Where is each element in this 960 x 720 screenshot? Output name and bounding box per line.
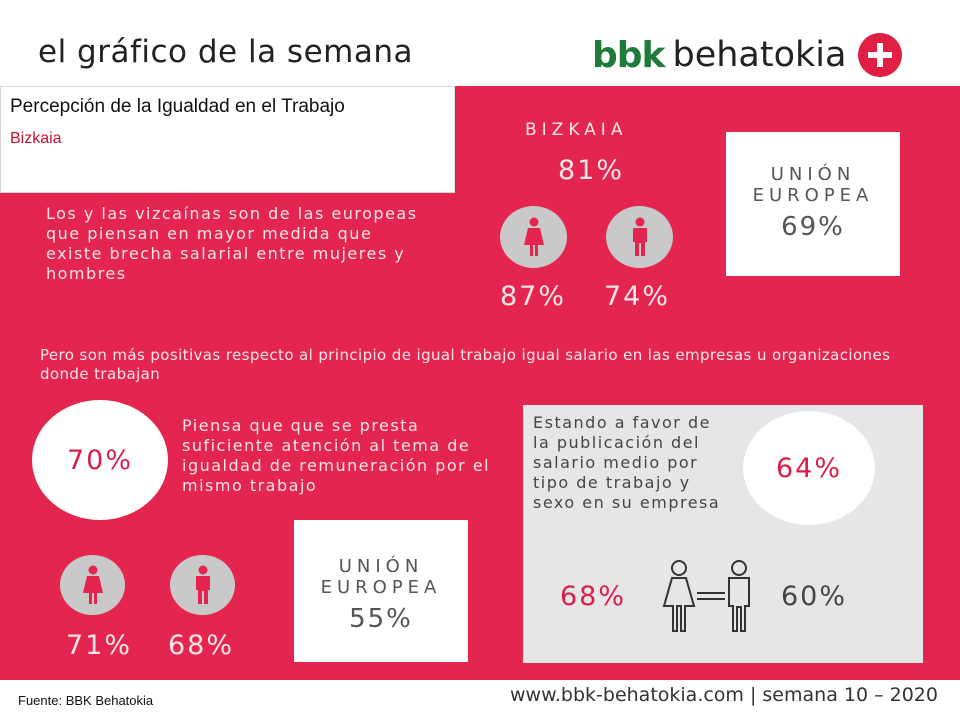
title-box: [0, 86, 455, 193]
publication-women-value: 68%: [560, 581, 627, 612]
bbk-behatokia-logo: bbk behatokia: [592, 30, 903, 80]
footer-source: Fuente: BBK Behatokia: [18, 693, 154, 708]
publication-box: Estando a favor de la publicación del sa…: [523, 405, 923, 663]
bizkaia-value: 81%: [558, 155, 625, 186]
publication-statement: Estando a favor de la publicación del sa…: [533, 413, 721, 512]
man-badge-2: [170, 555, 235, 615]
eu-value-2: 55%: [349, 604, 413, 634]
eu-label-line2: EUROPEA: [752, 185, 874, 206]
infographic-title: Percepción de la Igualdad en el Trabajo: [10, 96, 345, 117]
woman-badge-2: [60, 555, 125, 615]
eu-box-2: UNIÓN EUROPEA 55%: [294, 520, 468, 662]
attention-circle: 70%: [32, 400, 168, 520]
women-value: 87%: [500, 281, 567, 312]
eu-label-line2: EUROPEA: [320, 577, 442, 598]
woman-icon: [82, 565, 103, 604]
women-value-2: 71%: [66, 630, 133, 661]
men-value: 74%: [604, 281, 671, 312]
man-icon: [195, 565, 210, 604]
attention-statement: Piensa que que se presta suficiente aten…: [182, 416, 491, 495]
eu-label-line1: UNIÓN: [338, 556, 424, 577]
eu-value-1: 69%: [781, 212, 845, 242]
man-badge: [606, 206, 673, 268]
attention-value: 70%: [66, 444, 133, 476]
logo-name: behatokia: [672, 35, 847, 75]
woman-badge: [500, 206, 567, 268]
gap-statement: Los y las vizcaínas son de las europeas …: [46, 204, 418, 283]
men-value-2: 68%: [168, 630, 235, 661]
infographic-subtitle: Bizkaia: [10, 130, 62, 147]
bizkaia-label: BIZKAIA: [525, 120, 628, 140]
positive-statement: Pero son más positivas respecto al princ…: [40, 346, 891, 383]
publication-men-value: 60%: [781, 581, 848, 612]
publication-value: 64%: [775, 452, 842, 484]
logo-brand: bbk: [592, 34, 665, 76]
man-icon: [632, 217, 647, 256]
header-title: el gráfico de la semana: [38, 34, 413, 70]
woman-man-equal-icon: [662, 560, 750, 632]
plus-cross-icon: [858, 33, 903, 77]
publication-circle: 64%: [743, 411, 875, 525]
woman-icon: [523, 217, 544, 256]
eu-label-line1: UNIÓN: [770, 164, 856, 185]
footer-url[interactable]: www.bbk-behatokia.com | semana 10 – 2020: [509, 684, 938, 706]
eu-box-1: UNIÓN EUROPEA 69%: [726, 132, 900, 276]
